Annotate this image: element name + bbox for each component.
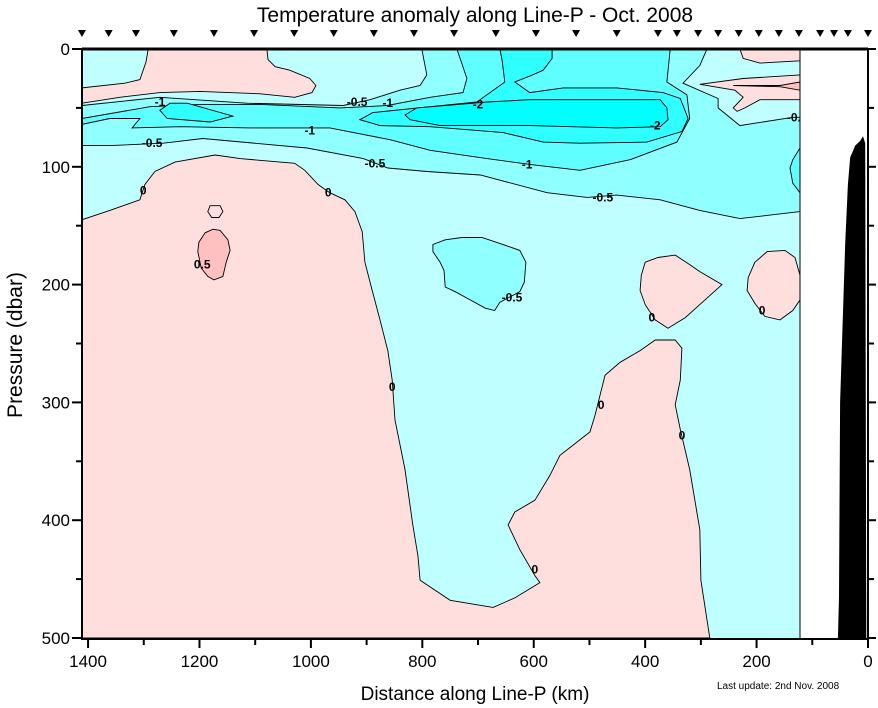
contour-label: 0 <box>598 398 605 412</box>
station-marker <box>131 30 140 37</box>
y-tick-label: 300 <box>42 393 70 412</box>
station-marker <box>672 30 681 37</box>
contour-label: -1 <box>522 157 533 171</box>
contour-label: 0 <box>140 183 147 197</box>
station-marker <box>864 30 872 37</box>
contour-label: -0.5 <box>787 110 808 124</box>
station-marker <box>369 30 378 37</box>
y-tick-label: 0 <box>61 40 70 59</box>
contour-label: 0 <box>649 311 656 325</box>
station-marker <box>830 30 839 37</box>
station-marker <box>612 30 621 37</box>
contour-region-15 <box>733 81 800 91</box>
station-marker <box>290 30 299 37</box>
contour-region-5 <box>404 99 669 129</box>
station-marker <box>450 30 459 37</box>
station-marker <box>774 30 783 37</box>
contour-label: 0 <box>389 380 396 394</box>
y-axis-label: Pressure (dbar) <box>4 272 27 418</box>
station-marker <box>754 30 763 37</box>
contour-label: -2 <box>473 97 484 111</box>
station-marker <box>794 30 803 37</box>
station-marker <box>531 30 540 37</box>
contour-label: -0.5 <box>142 136 163 150</box>
x-tick-label: 1200 <box>181 652 219 671</box>
x-tick-label: 800 <box>408 652 436 671</box>
station-marker <box>734 30 743 37</box>
contour-label: -1 <box>304 123 315 137</box>
station-marker <box>491 30 500 37</box>
x-tick-label: 1000 <box>292 652 330 671</box>
contour-region-10 <box>197 228 231 281</box>
station-marker <box>572 30 581 37</box>
x-tick-label: 600 <box>520 652 548 671</box>
station-marker <box>209 30 218 37</box>
contour-label: -1 <box>382 96 393 110</box>
contour-label: -2 <box>650 119 661 133</box>
station-marker <box>77 30 86 37</box>
contour-label: -0.5 <box>592 190 613 204</box>
station-marker <box>409 30 418 37</box>
station-marker <box>250 30 259 37</box>
x-tick-label: 200 <box>742 652 770 671</box>
contour-regions <box>82 49 800 638</box>
contour-region-6 <box>432 237 527 312</box>
contour-label: -0.5 <box>347 95 368 109</box>
station-marker <box>104 30 113 37</box>
contour-label: 0 <box>759 304 766 318</box>
station-marker <box>816 30 825 37</box>
contour-label: 0 <box>679 428 686 442</box>
station-marker <box>714 30 723 37</box>
bathymetry <box>837 136 867 638</box>
contour-region-3 <box>159 102 235 123</box>
x-axis-label: Distance along Line-P (km) <box>361 684 590 705</box>
chart-title: Temperature anomaly along Line-P - Oct. … <box>257 4 693 27</box>
y-tick-label: 400 <box>42 511 70 530</box>
station-marker <box>843 30 852 37</box>
contour-label: -0.5 <box>365 156 386 170</box>
contour-region-2 <box>789 147 800 194</box>
x-tick-label: 0 <box>863 652 872 671</box>
station-marker <box>694 30 703 37</box>
station-marker <box>169 30 178 37</box>
contour-label: 0 <box>532 563 539 577</box>
contour-region-11 <box>639 254 723 329</box>
y-tick-label: 100 <box>42 158 70 177</box>
axes: 1400 1200 1000 800 600 400 200 0 0 100 200 300 400 50… <box>42 40 876 671</box>
contour-region-12 <box>746 249 800 321</box>
x-tick-label: 1400 <box>69 652 107 671</box>
station-markers <box>77 30 872 37</box>
contour-region-13 <box>739 49 800 64</box>
contour-region-7 <box>82 154 711 638</box>
bathymetry-seafloor <box>837 136 867 638</box>
contour-region-8 <box>82 49 317 104</box>
contour-label: -0.5 <box>502 291 523 305</box>
contour-label: 0 <box>325 186 332 200</box>
contour-region-9 <box>207 205 224 218</box>
contour-label: 0.5 <box>194 258 211 272</box>
contour-labels: -1 -0.5 -1 -2 -2 -0.5 -0.5 -1 -0.5 -1 -0.5 0 0 0.5 -0.… <box>140 95 808 577</box>
last-update-note: Last update: 2nd Nov. 2008 <box>717 681 840 692</box>
y-tick-label: 500 <box>42 629 70 648</box>
station-marker <box>653 30 662 37</box>
station-marker <box>329 30 338 37</box>
y-tick-label: 200 <box>42 276 70 295</box>
contour-region-14 <box>699 74 800 112</box>
x-tick-label: 400 <box>631 652 659 671</box>
contour-label: -1 <box>155 95 166 109</box>
